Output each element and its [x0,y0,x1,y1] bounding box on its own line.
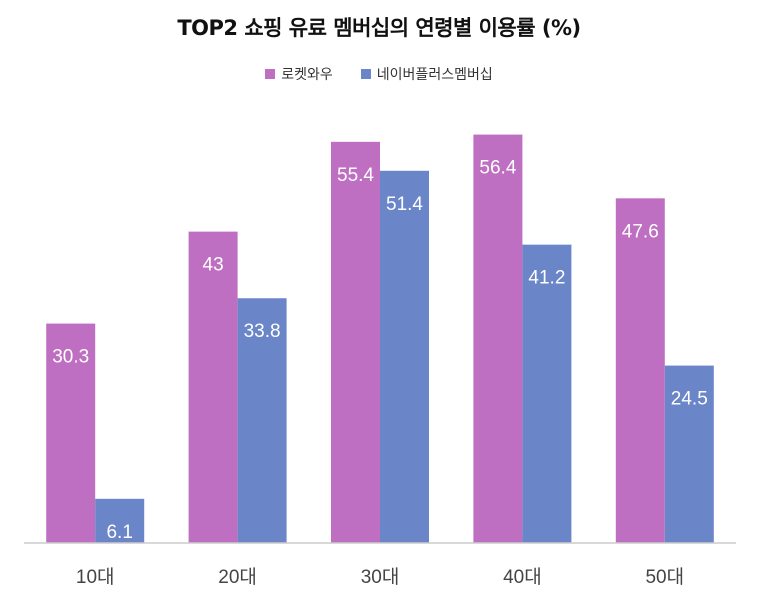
bar-naver-plus-5 [664,365,714,543]
data-label-naver-plus-2: 33.8 [244,321,281,342]
data-label-naver-plus-5: 24.5 [671,389,708,410]
legend: 로켓와우 네이버플러스멤버십 [0,64,758,84]
x-tick-label-4: 40대 [503,566,542,588]
bar-naver-plus-3 [380,170,429,544]
data-label-rocket-wow-3: 55.4 [337,165,374,186]
bar-rocket-wow-4 [473,134,523,543]
bar-naver-plus-2 [237,298,287,543]
bar-naver-plus-4 [522,244,572,544]
data-label-rocket-wow-5: 47.6 [622,221,659,242]
data-label-naver-plus-3: 51.4 [386,194,423,215]
bar-rocket-wow-3 [331,141,380,544]
x-tick-label-1: 10대 [76,566,115,588]
x-tick-label-5: 50대 [645,566,684,588]
legend-swatch-rocket-wow [265,69,276,79]
bar-rocket-wow-1 [46,323,96,543]
bar-rocket-wow-2 [188,231,238,543]
legend-item-rocket-wow: 로켓와우 [265,64,333,84]
data-label-rocket-wow-2: 43 [203,255,224,276]
bar-naver-plus-1 [95,498,145,543]
legend-label-naver-plus: 네이버플러스멤버십 [376,67,493,83]
x-tick-label-3: 30대 [361,566,400,588]
legend-swatch-naver-plus [360,69,371,79]
x-tick-label-2: 20대 [218,566,257,588]
legend-label-rocket-wow: 로켓와우 [281,67,333,83]
data-label-naver-plus-1: 6.1 [106,522,132,543]
data-label-naver-plus-4: 41.2 [528,268,565,289]
data-label-rocket-wow-1: 30.3 [52,347,89,368]
bar-rocket-wow-5 [615,198,665,543]
chart-title: TOP2 쇼핑 유료 멤버십의 연령별 이용률 (%) [177,16,581,40]
legend-item-naver-plus: 네이버플러스멤버십 [360,64,493,84]
data-label-rocket-wow-4: 56.4 [479,158,516,179]
